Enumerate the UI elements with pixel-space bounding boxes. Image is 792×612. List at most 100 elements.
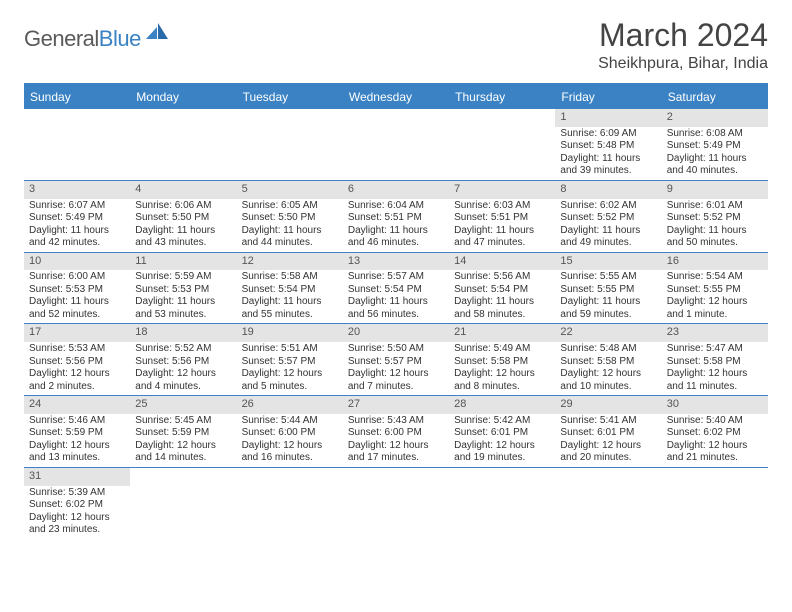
detail-line: Daylight: 11 hours — [29, 296, 125, 309]
detail-line: Sunrise: 5:49 AM — [454, 343, 550, 356]
detail-line: Sunrise: 5:59 AM — [135, 271, 231, 284]
empty-cell — [130, 109, 236, 180]
detail-line: Sunrise: 5:58 AM — [242, 271, 338, 284]
detail-line: and 16 minutes. — [242, 452, 338, 465]
day-number: 3 — [24, 181, 130, 199]
week-row: 17Sunrise: 5:53 AMSunset: 5:56 PMDayligh… — [24, 324, 768, 396]
day-detail: Sunrise: 5:39 AMSunset: 6:02 PMDaylight:… — [24, 486, 130, 539]
detail-line: Daylight: 12 hours — [348, 440, 444, 453]
detail-line: and 13 minutes. — [29, 452, 125, 465]
empty-cell — [555, 468, 661, 539]
day-detail: Sunrise: 5:48 AMSunset: 5:58 PMDaylight:… — [555, 342, 661, 395]
day-cell: 6Sunrise: 6:04 AMSunset: 5:51 PMDaylight… — [343, 181, 449, 252]
detail-line: Sunset: 6:00 PM — [348, 427, 444, 440]
detail-line: Sunset: 5:58 PM — [667, 356, 763, 369]
day-cell: 16Sunrise: 5:54 AMSunset: 5:55 PMDayligh… — [662, 253, 768, 324]
empty-cell — [343, 468, 449, 539]
detail-line: Sunrise: 5:45 AM — [135, 415, 231, 428]
detail-line: Sunrise: 5:46 AM — [29, 415, 125, 428]
detail-line: Sunset: 5:56 PM — [135, 356, 231, 369]
detail-line: Sunset: 6:02 PM — [667, 427, 763, 440]
day-cell: 25Sunrise: 5:45 AMSunset: 5:59 PMDayligh… — [130, 396, 236, 467]
detail-line: Daylight: 12 hours — [135, 368, 231, 381]
day-detail: Sunrise: 5:49 AMSunset: 5:58 PMDaylight:… — [449, 342, 555, 395]
detail-line: and 56 minutes. — [348, 309, 444, 322]
day-detail: Sunrise: 5:40 AMSunset: 6:02 PMDaylight:… — [662, 414, 768, 467]
detail-line: Sunset: 5:51 PM — [348, 212, 444, 225]
detail-line: Sunrise: 6:06 AM — [135, 200, 231, 213]
day-detail: Sunrise: 5:51 AMSunset: 5:57 PMDaylight:… — [237, 342, 343, 395]
day-cell: 14Sunrise: 5:56 AMSunset: 5:54 PMDayligh… — [449, 253, 555, 324]
detail-line: Sunrise: 5:43 AM — [348, 415, 444, 428]
day-detail: Sunrise: 5:47 AMSunset: 5:58 PMDaylight:… — [662, 342, 768, 395]
detail-line: and 1 minute. — [667, 309, 763, 322]
day-number: 8 — [555, 181, 661, 199]
day-detail: Sunrise: 6:04 AMSunset: 5:51 PMDaylight:… — [343, 199, 449, 252]
day-detail: Sunrise: 5:56 AMSunset: 5:54 PMDaylight:… — [449, 270, 555, 323]
day-cell: 7Sunrise: 6:03 AMSunset: 5:51 PMDaylight… — [449, 181, 555, 252]
day-number: 4 — [130, 181, 236, 199]
day-number: 2 — [662, 109, 768, 127]
day-cell: 3Sunrise: 6:07 AMSunset: 5:49 PMDaylight… — [24, 181, 130, 252]
day-cell: 19Sunrise: 5:51 AMSunset: 5:57 PMDayligh… — [237, 324, 343, 395]
logo: General Blue — [24, 18, 168, 52]
day-detail: Sunrise: 6:07 AMSunset: 5:49 PMDaylight:… — [24, 199, 130, 252]
detail-line: and 42 minutes. — [29, 237, 125, 250]
day-cell: 17Sunrise: 5:53 AMSunset: 5:56 PMDayligh… — [24, 324, 130, 395]
detail-line: Daylight: 12 hours — [242, 440, 338, 453]
day-number: 21 — [449, 324, 555, 342]
detail-line: Sunrise: 5:55 AM — [560, 271, 656, 284]
detail-line: Daylight: 11 hours — [560, 153, 656, 166]
detail-line: and 44 minutes. — [242, 237, 338, 250]
header: General Blue March 2024 Sheikhpura, Biha… — [24, 18, 768, 73]
detail-line: Sunrise: 5:52 AM — [135, 343, 231, 356]
detail-line: Sunset: 5:52 PM — [560, 212, 656, 225]
detail-line: Sunset: 5:53 PM — [29, 284, 125, 297]
day-header: Friday — [555, 85, 661, 109]
detail-line: Sunset: 5:56 PM — [29, 356, 125, 369]
logo-text-1: General — [24, 26, 99, 52]
detail-line: Sunrise: 5:54 AM — [667, 271, 763, 284]
day-detail: Sunrise: 5:44 AMSunset: 6:00 PMDaylight:… — [237, 414, 343, 467]
day-cell: 11Sunrise: 5:59 AMSunset: 5:53 PMDayligh… — [130, 253, 236, 324]
detail-line: and 23 minutes. — [29, 524, 125, 537]
detail-line: Daylight: 11 hours — [29, 225, 125, 238]
day-number: 1 — [555, 109, 661, 127]
detail-line: Daylight: 12 hours — [29, 368, 125, 381]
day-number: 26 — [237, 396, 343, 414]
day-number: 30 — [662, 396, 768, 414]
day-number: 7 — [449, 181, 555, 199]
detail-line: Daylight: 12 hours — [29, 440, 125, 453]
day-detail: Sunrise: 6:00 AMSunset: 5:53 PMDaylight:… — [24, 270, 130, 323]
day-detail: Sunrise: 5:53 AMSunset: 5:56 PMDaylight:… — [24, 342, 130, 395]
detail-line: Daylight: 11 hours — [348, 296, 444, 309]
detail-line: Sunrise: 5:50 AM — [348, 343, 444, 356]
detail-line: Sunset: 5:49 PM — [29, 212, 125, 225]
detail-line: and 47 minutes. — [454, 237, 550, 250]
day-cell: 28Sunrise: 5:42 AMSunset: 6:01 PMDayligh… — [449, 396, 555, 467]
detail-line: Daylight: 11 hours — [667, 225, 763, 238]
detail-line: Sunset: 5:49 PM — [667, 140, 763, 153]
day-number: 18 — [130, 324, 236, 342]
detail-line: Sunrise: 5:51 AM — [242, 343, 338, 356]
day-cell: 18Sunrise: 5:52 AMSunset: 5:56 PMDayligh… — [130, 324, 236, 395]
detail-line: Sunset: 5:59 PM — [135, 427, 231, 440]
detail-line: and 39 minutes. — [560, 165, 656, 178]
day-cell: 20Sunrise: 5:50 AMSunset: 5:57 PMDayligh… — [343, 324, 449, 395]
detail-line: Sunset: 6:00 PM — [242, 427, 338, 440]
detail-line: and 59 minutes. — [560, 309, 656, 322]
day-detail: Sunrise: 5:59 AMSunset: 5:53 PMDaylight:… — [130, 270, 236, 323]
logo-text-2: Blue — [99, 26, 141, 52]
detail-line: Sunset: 6:02 PM — [29, 499, 125, 512]
detail-line: Daylight: 11 hours — [348, 225, 444, 238]
detail-line: Daylight: 12 hours — [454, 440, 550, 453]
day-detail: Sunrise: 6:06 AMSunset: 5:50 PMDaylight:… — [130, 199, 236, 252]
month-title: March 2024 — [598, 18, 768, 53]
detail-line: and 43 minutes. — [135, 237, 231, 250]
day-number: 29 — [555, 396, 661, 414]
day-cell: 15Sunrise: 5:55 AMSunset: 5:55 PMDayligh… — [555, 253, 661, 324]
detail-line: Daylight: 11 hours — [454, 296, 550, 309]
day-number: 19 — [237, 324, 343, 342]
day-number: 5 — [237, 181, 343, 199]
day-detail: Sunrise: 6:05 AMSunset: 5:50 PMDaylight:… — [237, 199, 343, 252]
